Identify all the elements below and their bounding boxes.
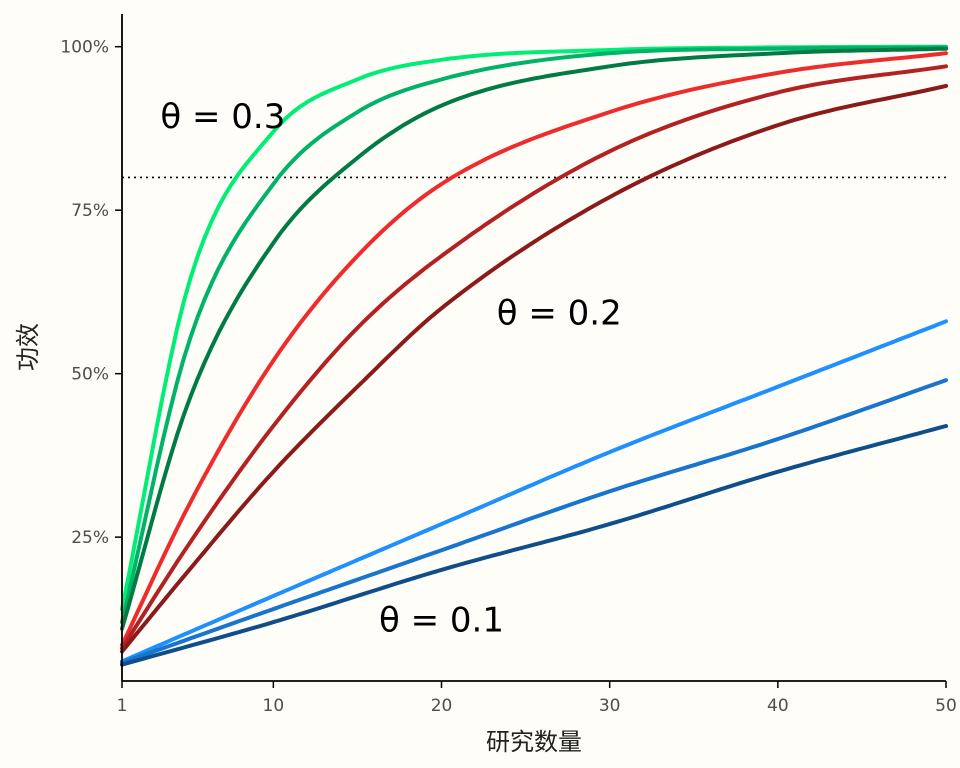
annotation-label-3: θ = 0.1 bbox=[379, 601, 504, 641]
x-axis-title: 研究数量 bbox=[486, 728, 582, 756]
series-line-4 bbox=[120, 51, 948, 647]
x-tick-label: 40 bbox=[767, 696, 789, 716]
y-tick-label: 100% bbox=[60, 38, 109, 58]
annotation-layer: θ = 0.3 θ = 0.2 θ = 0.1 bbox=[160, 97, 621, 641]
y-axis-ticks: 25% 50% 75% 100% bbox=[60, 38, 122, 548]
series-line-6 bbox=[120, 83, 948, 654]
x-tick-label: 50 bbox=[935, 696, 957, 716]
y-tick-label: 50% bbox=[71, 365, 109, 385]
x-tick-label: 30 bbox=[599, 696, 621, 716]
x-tick-label: 10 bbox=[263, 696, 285, 716]
series-line-3 bbox=[120, 46, 948, 631]
series-line-9 bbox=[120, 424, 948, 667]
annotation-label-2: θ = 0.2 bbox=[497, 293, 622, 333]
y-tick-label: 75% bbox=[71, 201, 109, 221]
series-line-7 bbox=[120, 319, 948, 664]
x-tick-label: 20 bbox=[431, 696, 453, 716]
series-line-2 bbox=[120, 45, 948, 625]
x-axis-ticks: 1 10 20 30 40 50 bbox=[117, 681, 957, 716]
y-axis-title: 功效 bbox=[14, 323, 42, 371]
annotation-label-1: θ = 0.3 bbox=[160, 97, 285, 137]
y-tick-label: 25% bbox=[71, 528, 109, 548]
series-line-8 bbox=[120, 378, 948, 665]
x-tick-label: 1 bbox=[117, 696, 128, 716]
series-line-5 bbox=[120, 64, 948, 651]
series-layer bbox=[120, 44, 948, 667]
